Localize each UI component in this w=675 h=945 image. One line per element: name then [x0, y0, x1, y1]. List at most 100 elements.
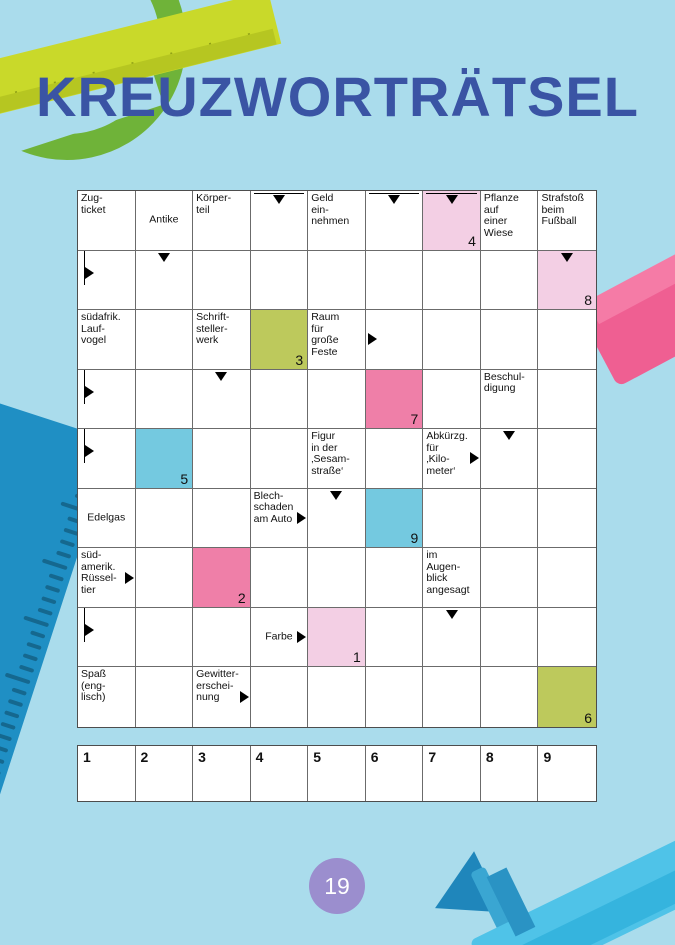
ruler-tick — [0, 729, 13, 742]
answer-box[interactable]: 1 — [78, 746, 136, 801]
arrow-down-icon — [445, 195, 458, 204]
crossword-cell[interactable] — [250, 250, 309, 311]
crossword-cell[interactable] — [135, 667, 194, 727]
crossword-cell[interactable] — [538, 548, 596, 608]
crossword-cell[interactable]: 6 — [538, 667, 596, 727]
crossword-cell[interactable] — [135, 369, 194, 430]
crossword-cell[interactable]: Pflanze auf einer Wiese — [480, 191, 539, 251]
crossword-cell[interactable] — [365, 607, 424, 668]
crossword-cell[interactable] — [365, 250, 424, 311]
answer-box[interactable]: 4 — [251, 746, 309, 801]
crossword-cell[interactable] — [250, 369, 309, 430]
crossword-cell[interactable]: Farbe — [250, 607, 309, 668]
crossword-cell[interactable] — [135, 548, 194, 608]
crossword-cell[interactable]: 3 — [250, 310, 309, 370]
crossword-cell[interactable]: Figur in der ‚Sesam- straße‘ — [308, 429, 366, 489]
crossword-cell[interactable]: Antike — [135, 191, 194, 251]
crossword-cell[interactable] — [538, 369, 596, 430]
crossword-cell[interactable] — [480, 429, 539, 489]
crossword-cell[interactable] — [423, 488, 481, 549]
crossword-grid[interactable]: Zug- ticket Antike Körper- teil Geld ein- n… — [77, 190, 597, 728]
crossword-cell[interactable] — [193, 488, 251, 549]
crossword-cell[interactable]: Körper- teil — [193, 191, 251, 251]
crossword-cell[interactable] — [308, 369, 366, 430]
crossword-cell[interactable] — [365, 191, 424, 251]
crossword-cell[interactable] — [135, 607, 194, 668]
crossword-cell[interactable] — [250, 667, 309, 727]
crossword-cell[interactable] — [135, 488, 194, 549]
crossword-cell[interactable] — [250, 429, 309, 489]
crossword-cell[interactable] — [480, 607, 539, 668]
crossword-cell[interactable] — [250, 191, 309, 251]
ruler-tick — [22, 653, 39, 662]
crossword-cell[interactable] — [193, 369, 251, 430]
crossword-cell[interactable] — [480, 548, 539, 608]
crossword-cell[interactable]: Strafstoß beim Fußball — [538, 191, 596, 251]
crossword-cell[interactable]: 8 — [538, 250, 596, 311]
crossword-cell[interactable] — [538, 607, 596, 668]
crossword-cell[interactable] — [538, 488, 596, 549]
crossword-cell[interactable] — [423, 369, 481, 430]
crossword-cell[interactable]: südafrik. Lauf- vogel — [78, 310, 136, 370]
crossword-cell[interactable] — [308, 667, 366, 727]
crossword-cell[interactable]: Blech- schaden am Auto — [250, 488, 309, 549]
crossword-cell[interactable]: Geld ein- nehmen — [308, 191, 366, 251]
crossword-cell[interactable] — [193, 607, 251, 668]
crossword-cell[interactable] — [78, 607, 136, 668]
crossword-cell[interactable] — [423, 667, 481, 727]
crossword-cell[interactable] — [365, 310, 424, 370]
crossword-cell[interactable] — [135, 250, 194, 311]
crossword-cell[interactable]: im Augen- blick angesagt — [423, 548, 481, 608]
crossword-cell[interactable]: 1 — [308, 607, 366, 668]
answer-box[interactable]: 3 — [193, 746, 251, 801]
crossword-cell[interactable]: Beschul- digung — [480, 369, 539, 430]
crossword-cell[interactable] — [78, 250, 136, 311]
crossword-cell[interactable]: Schrift- steller- werk — [193, 310, 251, 370]
clue-text: südafrik. Lauf- vogel — [81, 311, 121, 347]
crossword-cell[interactable] — [365, 548, 424, 608]
crossword-cell[interactable] — [480, 310, 539, 370]
crossword-cell[interactable] — [308, 250, 366, 311]
crossword-cell[interactable] — [308, 488, 366, 549]
crossword-cell[interactable] — [135, 310, 194, 370]
crossword-cell[interactable]: Spaß (eng- lisch) — [78, 667, 136, 727]
crossword-cell[interactable] — [538, 310, 596, 370]
crossword-cell[interactable]: Raum für große Feste — [308, 310, 366, 370]
answer-box[interactable]: 6 — [366, 746, 424, 801]
crossword-cell[interactable] — [250, 548, 309, 608]
crossword-cell[interactable] — [78, 369, 136, 430]
crossword-cell[interactable] — [193, 429, 251, 489]
answer-row[interactable]: 1 2 3 4 5 6 7 8 9 — [77, 745, 597, 802]
crossword-cell[interactable]: Abkürzg. für ‚Kilo- meter‘ — [423, 429, 481, 489]
crayon-collar — [470, 866, 516, 938]
crossword-cell[interactable] — [480, 667, 539, 727]
crossword-cell[interactable] — [538, 429, 596, 489]
answer-box[interactable]: 8 — [481, 746, 539, 801]
crossword-cell[interactable] — [365, 667, 424, 727]
crossword-cell[interactable]: Zug- ticket — [78, 191, 136, 251]
crossword-cell[interactable] — [78, 429, 136, 489]
crossword-cell[interactable]: 2 — [193, 548, 251, 608]
crossword-cell[interactable] — [480, 250, 539, 311]
crossword-cell[interactable] — [423, 310, 481, 370]
crossword-cell[interactable] — [365, 429, 424, 489]
answer-box[interactable]: 5 — [308, 746, 366, 801]
answer-box[interactable]: 2 — [136, 746, 194, 801]
crossword-cell[interactable] — [308, 548, 366, 608]
crossword-cell[interactable]: 5 — [135, 429, 194, 489]
crossword-cell[interactable] — [423, 607, 481, 668]
clue-text: Edelgas — [87, 511, 126, 524]
arrow-down-icon — [330, 490, 343, 500]
crossword-cell[interactable] — [480, 488, 539, 549]
crossword-cell[interactable]: Edelgas — [78, 488, 136, 549]
crossword-cell[interactable] — [193, 250, 251, 311]
crossword-cell[interactable]: Gewitter- erschei- nung — [193, 667, 251, 727]
cell-number: 4 — [468, 232, 476, 249]
answer-box[interactable]: 9 — [538, 746, 596, 801]
crossword-cell[interactable]: 4 — [423, 191, 481, 251]
crossword-cell[interactable]: 9 — [365, 488, 424, 549]
crossword-cell[interactable] — [423, 250, 481, 311]
answer-box[interactable]: 7 — [423, 746, 481, 801]
crossword-cell[interactable]: süd- amerik. Rüssel- tier — [78, 548, 136, 608]
crossword-cell[interactable]: 7 — [365, 369, 424, 430]
